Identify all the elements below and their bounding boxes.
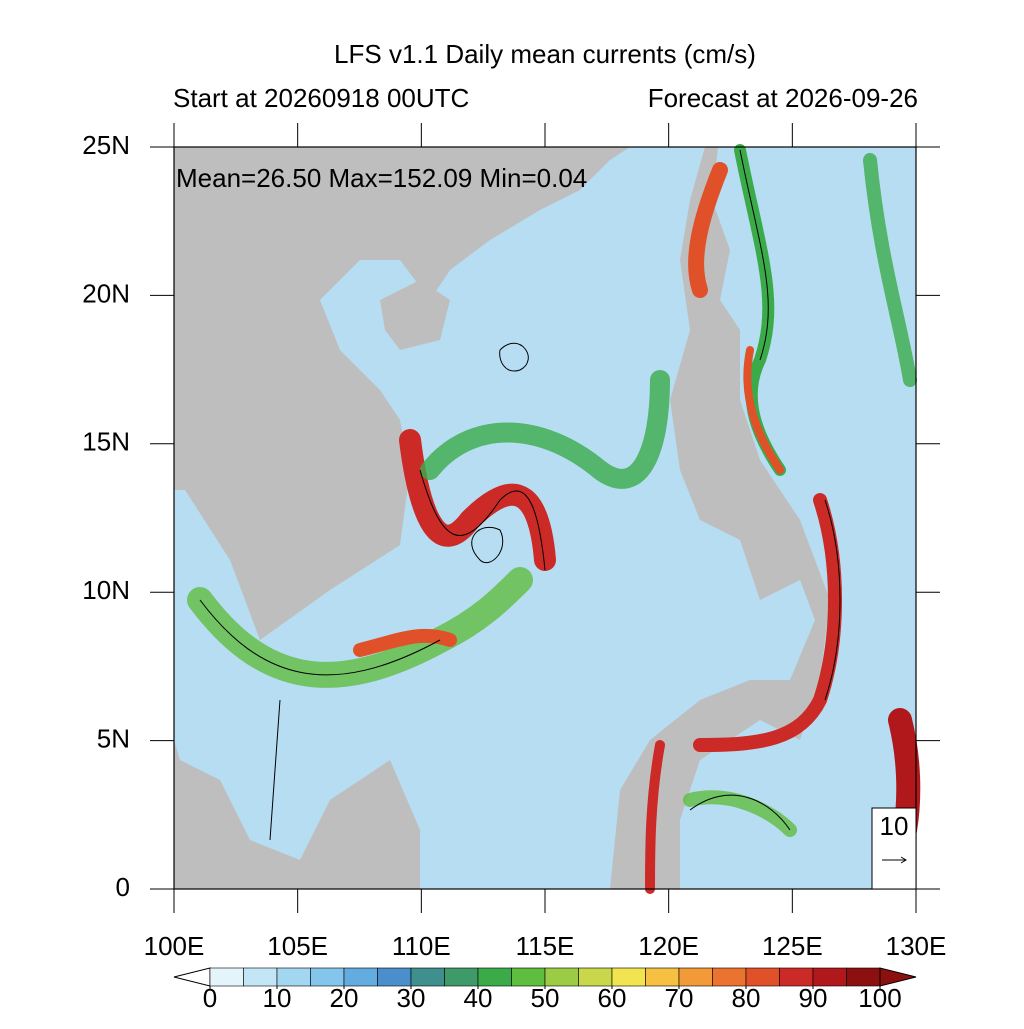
y-tick-label: 20N: [82, 278, 130, 308]
colorbar-label: 100: [858, 983, 901, 1013]
streamlines: [199, 149, 841, 841]
x-tick-label: 115E: [516, 931, 575, 961]
colorbar-label: 40: [464, 983, 493, 1013]
axes: 100E 105E 110E 115E 120E 125E 130E 0 5N 10N 15N 20N…: [82, 123, 946, 961]
x-tick-label: 130E: [886, 931, 947, 961]
map-area: [173, 144, 921, 894]
colorbar-over: [879, 967, 917, 987]
colorbar-label: 80: [732, 983, 761, 1013]
island: [380, 280, 450, 350]
reference-vector: 10: [871, 807, 917, 890]
y-tick-label: 15N: [82, 427, 130, 457]
colorbar-label: 20: [330, 983, 359, 1013]
forecast-time: Forecast at 2026-09-26: [648, 83, 918, 113]
colorbar-label: 90: [799, 983, 828, 1013]
y-tick-label: 25N: [82, 130, 130, 160]
colorbar-label: 10: [263, 983, 292, 1013]
x-tick-label: 120E: [638, 931, 699, 961]
reference-label: 10: [880, 811, 909, 841]
colorbar-label: 30: [397, 983, 426, 1013]
ocean: [680, 147, 916, 889]
reference-box: [871, 807, 917, 890]
colorbar-label: 50: [531, 983, 560, 1013]
title: LFS v1.1 Daily mean currents (cm/s): [334, 39, 756, 69]
colorbar-label: 0: [203, 983, 217, 1013]
colorbar-label: 70: [665, 983, 694, 1013]
x-tick-label: 110E: [392, 931, 451, 961]
colorbar-label: 60: [598, 983, 627, 1013]
y-tick-label: 5N: [97, 723, 130, 753]
x-tick-label: 125E: [762, 931, 823, 961]
stats: Mean=26.50 Max=152.09 Min=0.04: [176, 163, 587, 193]
x-tick-label: 100E: [144, 931, 205, 961]
y-tick-label: 0: [116, 872, 130, 902]
x-tick-label: 105E: [267, 931, 328, 961]
start-time: Start at 20260918 00UTC: [173, 83, 469, 113]
ocean: [174, 147, 815, 889]
y-tick-label: 10N: [82, 575, 130, 605]
reference-arrow: [882, 856, 907, 864]
colorbar: 0 10 20 30 40 50 60 70 80 90 100: [173, 967, 917, 1013]
